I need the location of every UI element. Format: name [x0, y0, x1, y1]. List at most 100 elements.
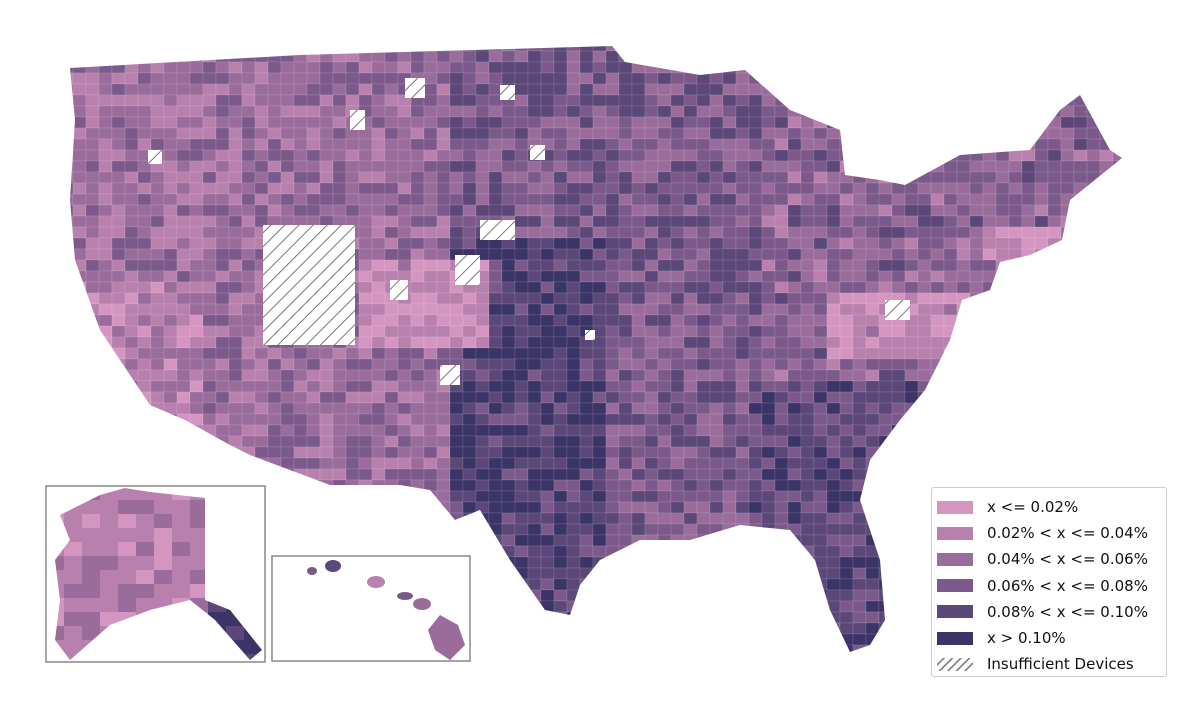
county-cell: [345, 479, 360, 492]
county-cell: [85, 325, 100, 338]
county-cell: [904, 193, 919, 206]
county-cell: [1073, 314, 1088, 327]
county-cell: [553, 94, 568, 107]
county-cell: [566, 292, 581, 305]
borough-cell: [154, 528, 172, 542]
borough-cell: [190, 654, 208, 660]
county-cell: [137, 644, 152, 652]
county-cell: [436, 171, 451, 184]
county-cell: [436, 512, 451, 525]
county-cell: [722, 512, 737, 525]
county-cell: [410, 578, 425, 591]
county-cell: [878, 611, 893, 624]
county-cell: [371, 270, 386, 283]
county-cell: [670, 237, 685, 250]
county-cell: [514, 446, 529, 459]
county-cell: [462, 50, 477, 63]
county-cell: [865, 94, 880, 107]
county-cell: [813, 347, 828, 360]
county-cell: [904, 72, 919, 85]
county-cell: [332, 72, 347, 85]
county-cell: [150, 391, 165, 404]
county-cell: [540, 556, 555, 569]
county-cell: [436, 490, 451, 503]
county-cell: [878, 46, 893, 52]
county-cell: [644, 534, 659, 547]
county-cell: [800, 116, 815, 129]
county-cell: [826, 314, 841, 327]
county-cell: [774, 72, 789, 85]
county-cell: [722, 468, 737, 481]
county-cell: [1021, 182, 1036, 195]
county-cell: [917, 611, 932, 624]
county-cell: [1112, 171, 1122, 184]
county-cell: [163, 127, 178, 140]
county-cell: [137, 314, 152, 327]
county-cell: [1021, 171, 1036, 184]
county-cell: [228, 534, 243, 547]
county-cell: [579, 270, 594, 283]
county-cell: [462, 391, 477, 404]
county-cell: [956, 138, 971, 151]
county-cell: [423, 512, 438, 525]
county-cell: [761, 237, 776, 250]
county-cell: [280, 589, 295, 602]
county-cell: [527, 347, 542, 360]
county-cell: [566, 534, 581, 547]
county-cell: [1112, 105, 1122, 118]
county-cell: [618, 248, 633, 261]
county-cell: [384, 402, 399, 415]
county-cell: [826, 160, 841, 173]
county-cell: [787, 457, 802, 470]
county-cell: [319, 523, 334, 536]
county-cell: [215, 215, 230, 228]
county-cell: [462, 358, 477, 371]
county-cell: [891, 248, 906, 261]
county-cell: [917, 226, 932, 239]
county-cell: [1086, 50, 1101, 63]
county-cell: [619, 656, 632, 667]
county-cell: [761, 545, 776, 558]
county-cell: [982, 303, 997, 316]
county-cell: [384, 160, 399, 173]
county-cell: [1086, 127, 1101, 140]
county-cell: [332, 468, 347, 481]
county-cell: [1099, 94, 1114, 107]
county-cell: [904, 402, 919, 415]
county-cell: [397, 446, 412, 459]
county-cell: [683, 358, 698, 371]
county-cell: [762, 656, 775, 667]
county-cell: [735, 61, 750, 74]
county-cell: [748, 468, 763, 481]
county-cell: [631, 105, 646, 118]
county-cell: [826, 556, 841, 569]
county-cell: [826, 435, 841, 448]
county-cell: [124, 347, 139, 360]
county-cell: [1047, 380, 1062, 393]
county-cell: [553, 512, 568, 525]
county-cell: [800, 182, 815, 195]
county-cell: [735, 171, 750, 184]
county-cell: [956, 369, 971, 382]
county-cell: [436, 292, 451, 305]
county-cell: [241, 490, 256, 503]
county-cell: [527, 171, 542, 184]
county-cell: [124, 105, 139, 118]
county-cell: [72, 347, 87, 360]
county-cell: [943, 149, 958, 162]
county-cell: [761, 501, 776, 514]
county-cell: [696, 633, 711, 646]
county-cell: [839, 204, 854, 217]
county-cell: [566, 479, 581, 492]
county-cell: [254, 523, 269, 536]
county-cell: [566, 457, 581, 470]
county-cell: [800, 292, 815, 305]
county-cell: [787, 578, 802, 591]
county-cell: [1112, 226, 1122, 239]
county-cell: [475, 578, 490, 591]
county-cell: [475, 171, 490, 184]
county-cell: [683, 435, 698, 448]
county-cell: [943, 50, 958, 63]
borough-cell: [226, 598, 244, 612]
county-cell: [644, 501, 659, 514]
